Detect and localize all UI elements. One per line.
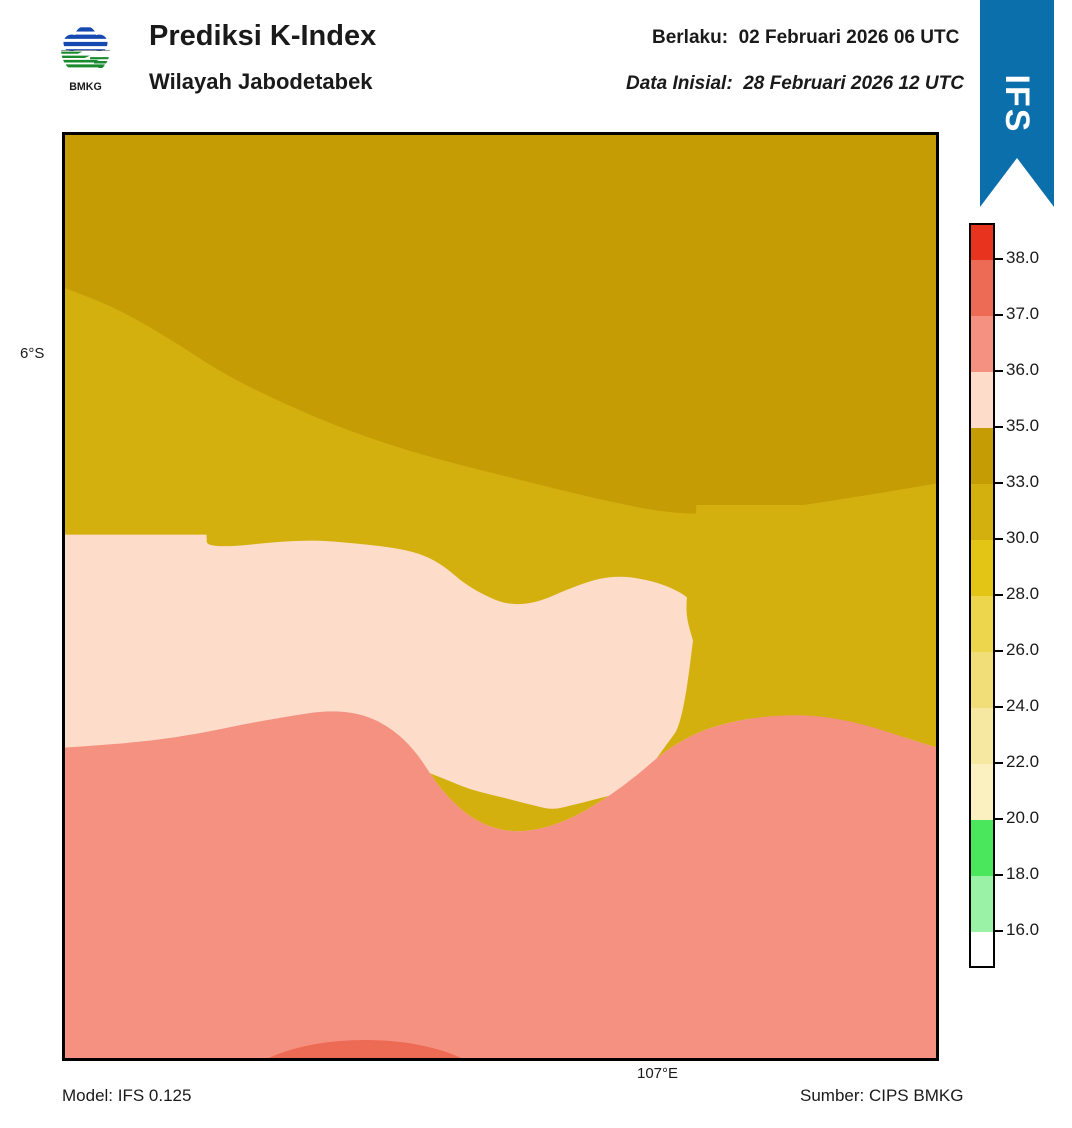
- svg-text:BMKG: BMKG: [69, 81, 101, 93]
